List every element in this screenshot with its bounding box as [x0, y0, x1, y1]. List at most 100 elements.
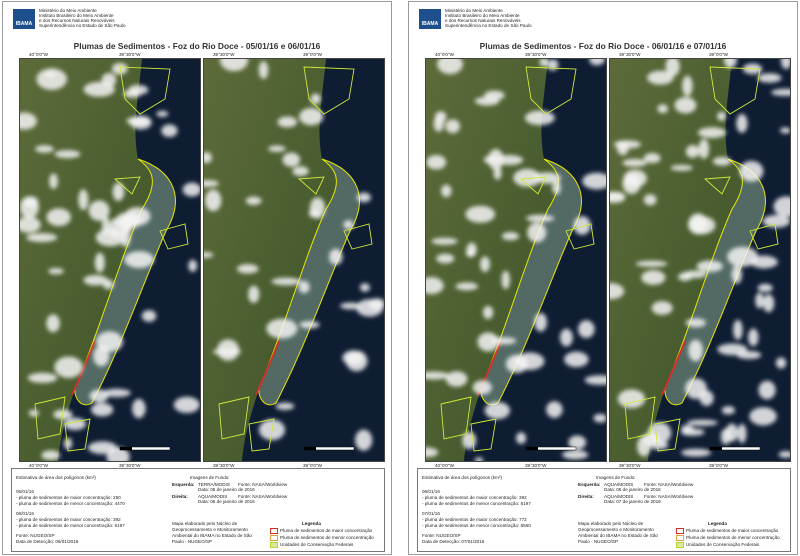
image-date: Data: 06 de janeiro de 2016	[198, 499, 255, 504]
area-line: - pluma de sedimentos de maior concentra…	[16, 495, 121, 500]
clouds	[20, 62, 200, 461]
satellite-image	[19, 58, 201, 462]
legend-label: Pluma de sedimentos de maior concentraçã…	[280, 528, 373, 533]
logo: IBAMA	[419, 9, 441, 29]
conservation-unit	[624, 396, 656, 440]
area-title: Estimativa de área dos polígonos (km²)	[422, 475, 502, 480]
land	[610, 59, 743, 461]
image-side: Direita:	[578, 494, 594, 499]
legend-label: Pluma de sedimentos de menor concentraçã…	[686, 535, 780, 540]
land	[204, 59, 337, 461]
image-source: Fonte: NASA/Worldview	[644, 494, 694, 499]
clouds	[426, 59, 606, 461]
image-source: Fonte: NASA/Worldview	[238, 494, 288, 499]
image-date: Data: 07 de janeiro de 2016	[604, 499, 661, 504]
info-box: Estimativa de área dos polígonos (km²) 05…	[11, 468, 385, 552]
conservation-unit	[470, 418, 497, 452]
map-sheet: IBAMA Ministério do Meio Ambiente Institut…	[408, 1, 798, 555]
lon-label: 40°0'0"W	[435, 463, 454, 468]
conservation-unit	[709, 66, 761, 115]
lon-label: 39°0'0"W	[709, 463, 728, 468]
header-line: Superintendência no Estado de São Paulo	[39, 23, 126, 28]
plume-high	[255, 340, 280, 396]
logo: IBAMA	[13, 9, 35, 29]
header-line: e dos Recursos Naturais Renováveis	[39, 18, 115, 23]
header-line: Superintendência no Estado de São Paulo	[445, 23, 532, 28]
conservation-unit	[565, 223, 595, 250]
area-line: - pluma de sedimentos de maior concentra…	[422, 517, 527, 522]
block-date: 06/01/16	[16, 511, 34, 516]
credit: Mapa elaborado pelo Núcleo de Geoprocess…	[172, 521, 252, 544]
image-sensor: AQUA/MODIS	[604, 482, 634, 487]
clouds	[204, 59, 384, 451]
source: Fonte: NUGEO/SP	[16, 533, 55, 538]
lon-label: 40°0'0"W	[435, 52, 454, 57]
legend-title: Legenda	[708, 521, 727, 526]
header-line: Ministério do Meio Ambiente	[445, 8, 503, 13]
lon-label: 39°30'0"W	[619, 52, 641, 57]
conservation-unit	[525, 66, 577, 115]
legend-label: Unidades de Conservação Federais	[280, 542, 354, 547]
conservation-unit	[113, 176, 141, 195]
lon-label: 40°0'0"W	[29, 52, 48, 57]
area-line: - pluma de sedimentos de menor concentra…	[16, 523, 125, 528]
detection: Data de Detecção: 06/01/2016	[16, 539, 79, 544]
plume-high	[71, 340, 96, 396]
lon-label: 39°30'0"W	[213, 52, 235, 57]
info-box: Estimativa de área dos polígonos (km²) 06…	[417, 468, 791, 552]
detection: Data de Detecção: 07/01/2016	[422, 539, 485, 544]
legend-swatch	[270, 528, 278, 534]
conservation-unit	[248, 418, 275, 452]
legend-swatch	[676, 542, 684, 548]
lon-label: 39°30'0"W	[213, 463, 235, 468]
image-date: Data: 06 de janeiro de 2016	[604, 487, 661, 492]
area-line: - pluma de sedimentos de menor concentra…	[422, 523, 531, 528]
image-date: Data: 05 de janeiro de 2016	[198, 487, 255, 492]
legend-label: Pluma de sedimentos de menor concentraçã…	[280, 535, 374, 540]
lon-label: 39°30'0"W	[525, 52, 547, 57]
block-date: 05/01/16	[16, 489, 34, 494]
lon-label: 39°30'0"W	[119, 52, 141, 57]
conservation-unit	[159, 223, 189, 250]
image-sensor: TERRA/MODIS	[198, 482, 230, 487]
conservation-unit	[34, 396, 66, 440]
area-title: Estimativa de área dos polígonos (km²)	[16, 475, 96, 480]
image-source: Fonte: NASA/Worldview	[644, 482, 694, 487]
lon-label: 39°30'0"W	[119, 463, 141, 468]
conservation-unit	[297, 176, 325, 195]
satellite-image	[203, 58, 385, 462]
image-source: Fonte: NASA/Worldview	[238, 482, 288, 487]
conservation-unit	[64, 418, 91, 452]
legend-title: Legenda	[302, 521, 321, 526]
area-line: - pluma de sedimentos de maior concentra…	[422, 495, 527, 500]
block-date: 06/01/16	[422, 489, 440, 494]
area-line: - pluma de sedimentos de menor concentra…	[422, 501, 531, 506]
image-sensor: AQUA/MODIS	[604, 494, 634, 499]
sediment-plume	[664, 158, 766, 406]
legend-label: Unidades de Conservação Federais	[686, 542, 760, 547]
image-sensor: AQUA/MODIS	[198, 494, 228, 499]
scale-bar-segment	[526, 447, 538, 450]
lon-label: 39°30'0"W	[525, 463, 547, 468]
lon-label: 40°0'0"W	[29, 463, 48, 468]
header-line: e dos Recursos Naturais Renováveis	[445, 18, 521, 23]
satellite-image	[425, 58, 607, 462]
conservation-unit	[119, 66, 171, 115]
legend-swatch	[676, 528, 684, 534]
images-title: Imagens de Fundo:	[596, 475, 636, 480]
legend-swatch	[270, 535, 278, 541]
conservation-unit	[440, 396, 472, 440]
credit: Mapa elaborado pelo Núcleo de Geoprocess…	[578, 521, 658, 544]
block-date: 07/01/16	[422, 511, 440, 516]
image-side: Esquerda:	[172, 482, 195, 487]
legend-swatch	[270, 542, 278, 548]
scale-bar-segment	[304, 447, 316, 450]
area-line: - pluma de sedimentos de maior concentra…	[16, 517, 121, 522]
conservation-unit	[519, 176, 547, 195]
scale-bar-segment	[710, 447, 722, 450]
header-line: Ministério do Meio Ambiente	[39, 8, 97, 13]
conservation-unit	[343, 223, 373, 250]
legend-label: Pluma de sedimentos de maior concentraçã…	[686, 528, 779, 533]
lon-label: 39°0'0"W	[303, 52, 322, 57]
map-title: Plumas de Sedimentos - Foz do Rio Doce -…	[73, 41, 321, 51]
